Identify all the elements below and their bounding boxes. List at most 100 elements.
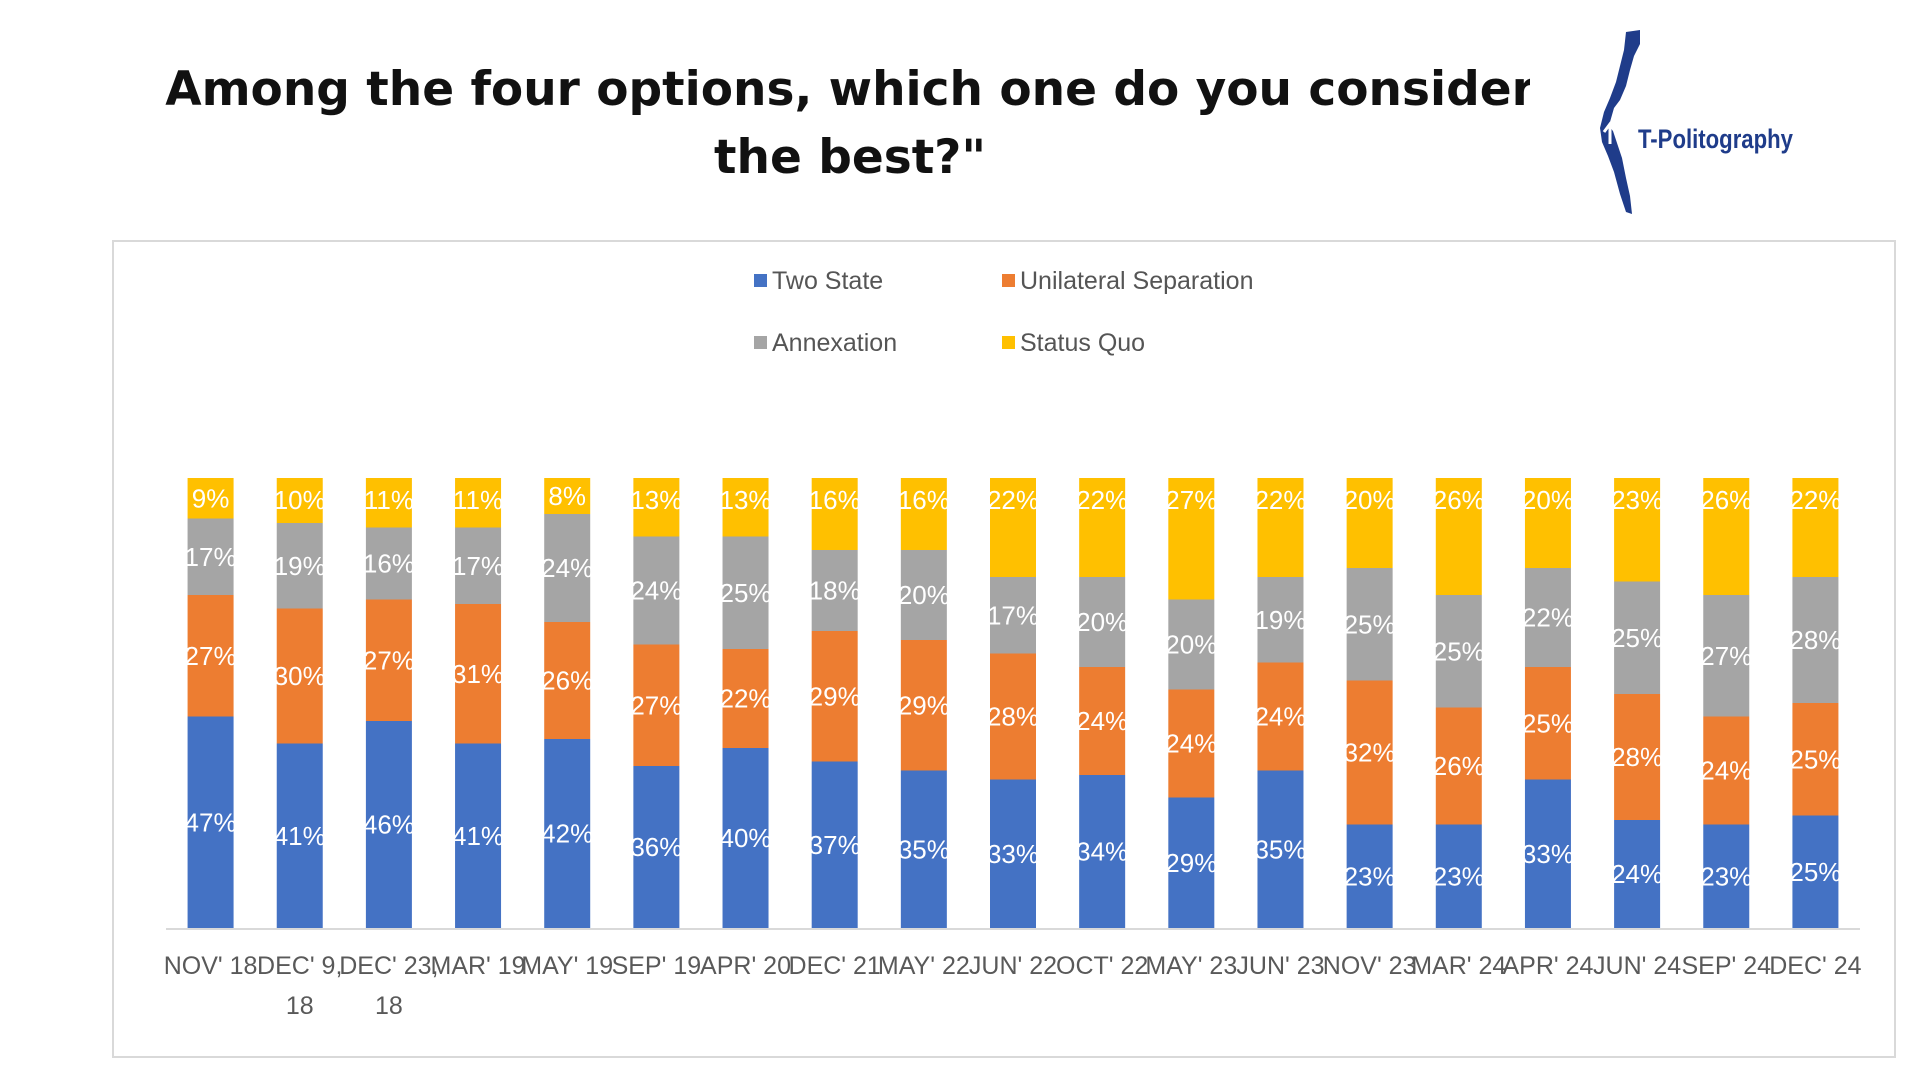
bar-segment xyxy=(722,536,769,649)
bar-segment xyxy=(722,748,769,928)
bar-segment xyxy=(187,478,234,519)
bar-data-label: 19% xyxy=(1254,605,1306,635)
bar-segment xyxy=(276,478,323,523)
bar-data-label: 24% xyxy=(1700,756,1752,786)
logo: T-Politography xyxy=(1530,0,1870,250)
bar-segment xyxy=(1435,824,1482,928)
bar-data-label: 17% xyxy=(185,542,237,572)
bar-data-label: 22% xyxy=(1522,603,1574,633)
bar-segment xyxy=(187,518,234,595)
category-label: DEC' 24 xyxy=(1769,952,1861,980)
bar-data-label: 9% xyxy=(192,483,230,513)
chart-frame: Two State Unilateral Separation Annexation… xyxy=(112,240,1896,1058)
bar-segment xyxy=(1346,568,1393,681)
bar-data-label: 29% xyxy=(809,681,861,711)
bar-data-label: 24% xyxy=(541,553,593,583)
bar-data-label: 16% xyxy=(363,549,415,579)
bar-data-label: 10% xyxy=(274,485,326,515)
bar-data-label: 18% xyxy=(809,576,861,606)
bar-data-label: 47% xyxy=(185,807,237,837)
bar-data-label: 32% xyxy=(1344,738,1396,768)
bar-segment xyxy=(1792,703,1839,816)
bar-segment xyxy=(1524,779,1571,928)
bar-data-label: 11% xyxy=(453,485,503,515)
bar-segment xyxy=(1703,595,1750,717)
title-line-2: the best?" xyxy=(714,130,986,185)
category-label: APR' 24 xyxy=(1502,952,1593,980)
bar-data-label: 20% xyxy=(1344,485,1396,515)
category-label: 18 xyxy=(375,992,403,1020)
bar-data-label: 24% xyxy=(1165,729,1217,759)
legend-label-1: Unilateral Separation xyxy=(1020,267,1253,295)
bar-data-label: 29% xyxy=(898,690,950,720)
bar-segment xyxy=(633,536,680,645)
bar-data-label: 24% xyxy=(630,576,682,606)
category-label: NOV' 18 xyxy=(164,952,258,980)
category-label: DEC' 21 xyxy=(789,952,881,980)
bar-data-label: 27% xyxy=(185,641,237,671)
bar-segment xyxy=(365,527,412,600)
legend-label-2: Annexation xyxy=(772,329,897,357)
bar-segment xyxy=(633,644,680,766)
bar-data-label: 22% xyxy=(1076,485,1128,515)
bar-data-label: 22% xyxy=(987,485,1039,515)
bar-data-label: 35% xyxy=(898,834,950,864)
bar-segment xyxy=(365,599,412,721)
legend-label-3: Status Quo xyxy=(1020,329,1145,357)
bar-data-label: 19% xyxy=(274,551,326,581)
bar-segment xyxy=(365,721,412,928)
bar-data-label: 25% xyxy=(720,578,772,608)
category-label: NOV' 23 xyxy=(1323,952,1417,980)
bar-segment xyxy=(1346,478,1393,568)
bar-data-label: 41% xyxy=(452,821,504,851)
bar-segment xyxy=(990,577,1036,654)
bar-segment xyxy=(811,478,858,550)
bar-data-label: 24% xyxy=(1254,702,1306,732)
bar-data-label: 26% xyxy=(1433,485,1485,515)
bar-data-label: 27% xyxy=(1165,485,1217,515)
bar-data-label: 28% xyxy=(1611,742,1663,772)
bar-segment xyxy=(1079,478,1126,577)
bar-segment xyxy=(1168,478,1215,600)
bar-data-label: 33% xyxy=(987,839,1039,869)
bar-segment xyxy=(1435,595,1482,708)
category-label: JUN' 24 xyxy=(1593,952,1681,980)
bar-data-label: 25% xyxy=(1344,609,1396,639)
bars: 47% 27% 17% 9% 41% 30% 19% 10% 46% 27% 16% 11% 41% 31… xyxy=(185,478,1841,928)
bar-data-label: 25% xyxy=(1789,857,1841,887)
logo-text: T-Politography xyxy=(1638,124,1793,154)
title-line-1: Among the four options, which one do you… xyxy=(165,62,1535,117)
bar-segment xyxy=(1524,568,1571,667)
bar-segment xyxy=(1524,667,1571,780)
bar-data-label: 26% xyxy=(541,666,593,696)
bar-data-label: 24% xyxy=(1076,706,1128,736)
bar-data-label: 28% xyxy=(1789,625,1841,655)
bar-data-label: 23% xyxy=(1344,861,1396,891)
bar-data-label: 30% xyxy=(274,661,326,691)
bar-data-label: 26% xyxy=(1433,751,1485,781)
bar-segment xyxy=(1346,680,1393,825)
category-label: OCT' 22 xyxy=(1056,952,1148,980)
bar-data-label: 22% xyxy=(1254,485,1306,515)
bar-segment xyxy=(276,608,323,744)
bar-segment xyxy=(544,478,591,514)
bar-segment xyxy=(900,770,947,928)
bar-segment xyxy=(276,523,323,609)
category-label: APR' 20 xyxy=(700,952,791,980)
bar-segment xyxy=(811,761,858,928)
bar-segment xyxy=(1168,797,1215,928)
bar-data-label: 33% xyxy=(1522,839,1574,869)
bar-segment xyxy=(811,550,858,631)
bar-segment xyxy=(187,716,234,928)
bar-segment xyxy=(1703,716,1750,825)
bar-data-label: 34% xyxy=(1076,837,1128,867)
bar-data-label: 17% xyxy=(987,600,1039,630)
bar-segment xyxy=(455,478,502,528)
bar-segment xyxy=(722,649,769,748)
bar-data-label: 20% xyxy=(1076,607,1128,637)
bar-data-label: 13% xyxy=(630,485,682,515)
bar-data-label: 25% xyxy=(1789,744,1841,774)
category-label: DEC' 23, xyxy=(339,952,438,980)
category-label: MAY' 23 xyxy=(1145,952,1237,980)
bar-segment xyxy=(1257,577,1304,663)
